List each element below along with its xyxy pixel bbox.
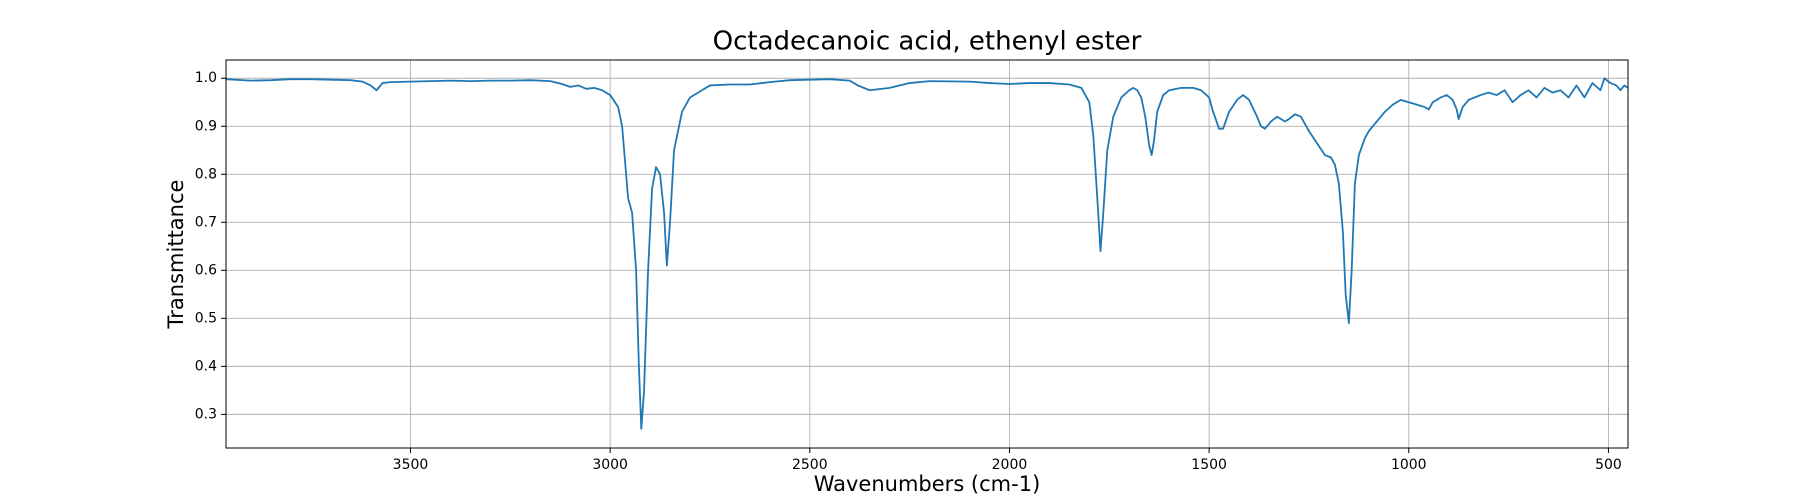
y-tick-label: 0.3	[195, 406, 217, 422]
y-axis-label: Transmittance	[164, 180, 188, 330]
x-tick-label: 2000	[992, 457, 1028, 473]
plot-frame	[225, 59, 1629, 449]
y-tick-label: 0.9	[195, 118, 217, 134]
spectrum-line	[225, 77, 1629, 430]
x-tick-label: 1000	[1391, 457, 1427, 473]
y-tick-label: 1.0	[195, 70, 217, 86]
y-tick-label: 0.7	[195, 214, 217, 230]
y-tick-label: 0.4	[195, 358, 217, 374]
x-axis-label: Wavenumbers (cm-1)	[814, 472, 1041, 496]
x-tick-label: 3000	[592, 457, 628, 473]
x-tick-label: 1500	[1191, 457, 1227, 473]
chart-title: Octadecanoic acid, ethenyl ester	[713, 27, 1142, 57]
y-tick-label: 0.8	[195, 166, 217, 182]
y-tick-label: 0.5	[195, 310, 217, 326]
x-tick-label: 3500	[393, 457, 429, 473]
x-tick-label: 2500	[792, 457, 828, 473]
y-tick-label: 0.6	[195, 262, 217, 278]
x-tick-label: 500	[1595, 457, 1622, 473]
